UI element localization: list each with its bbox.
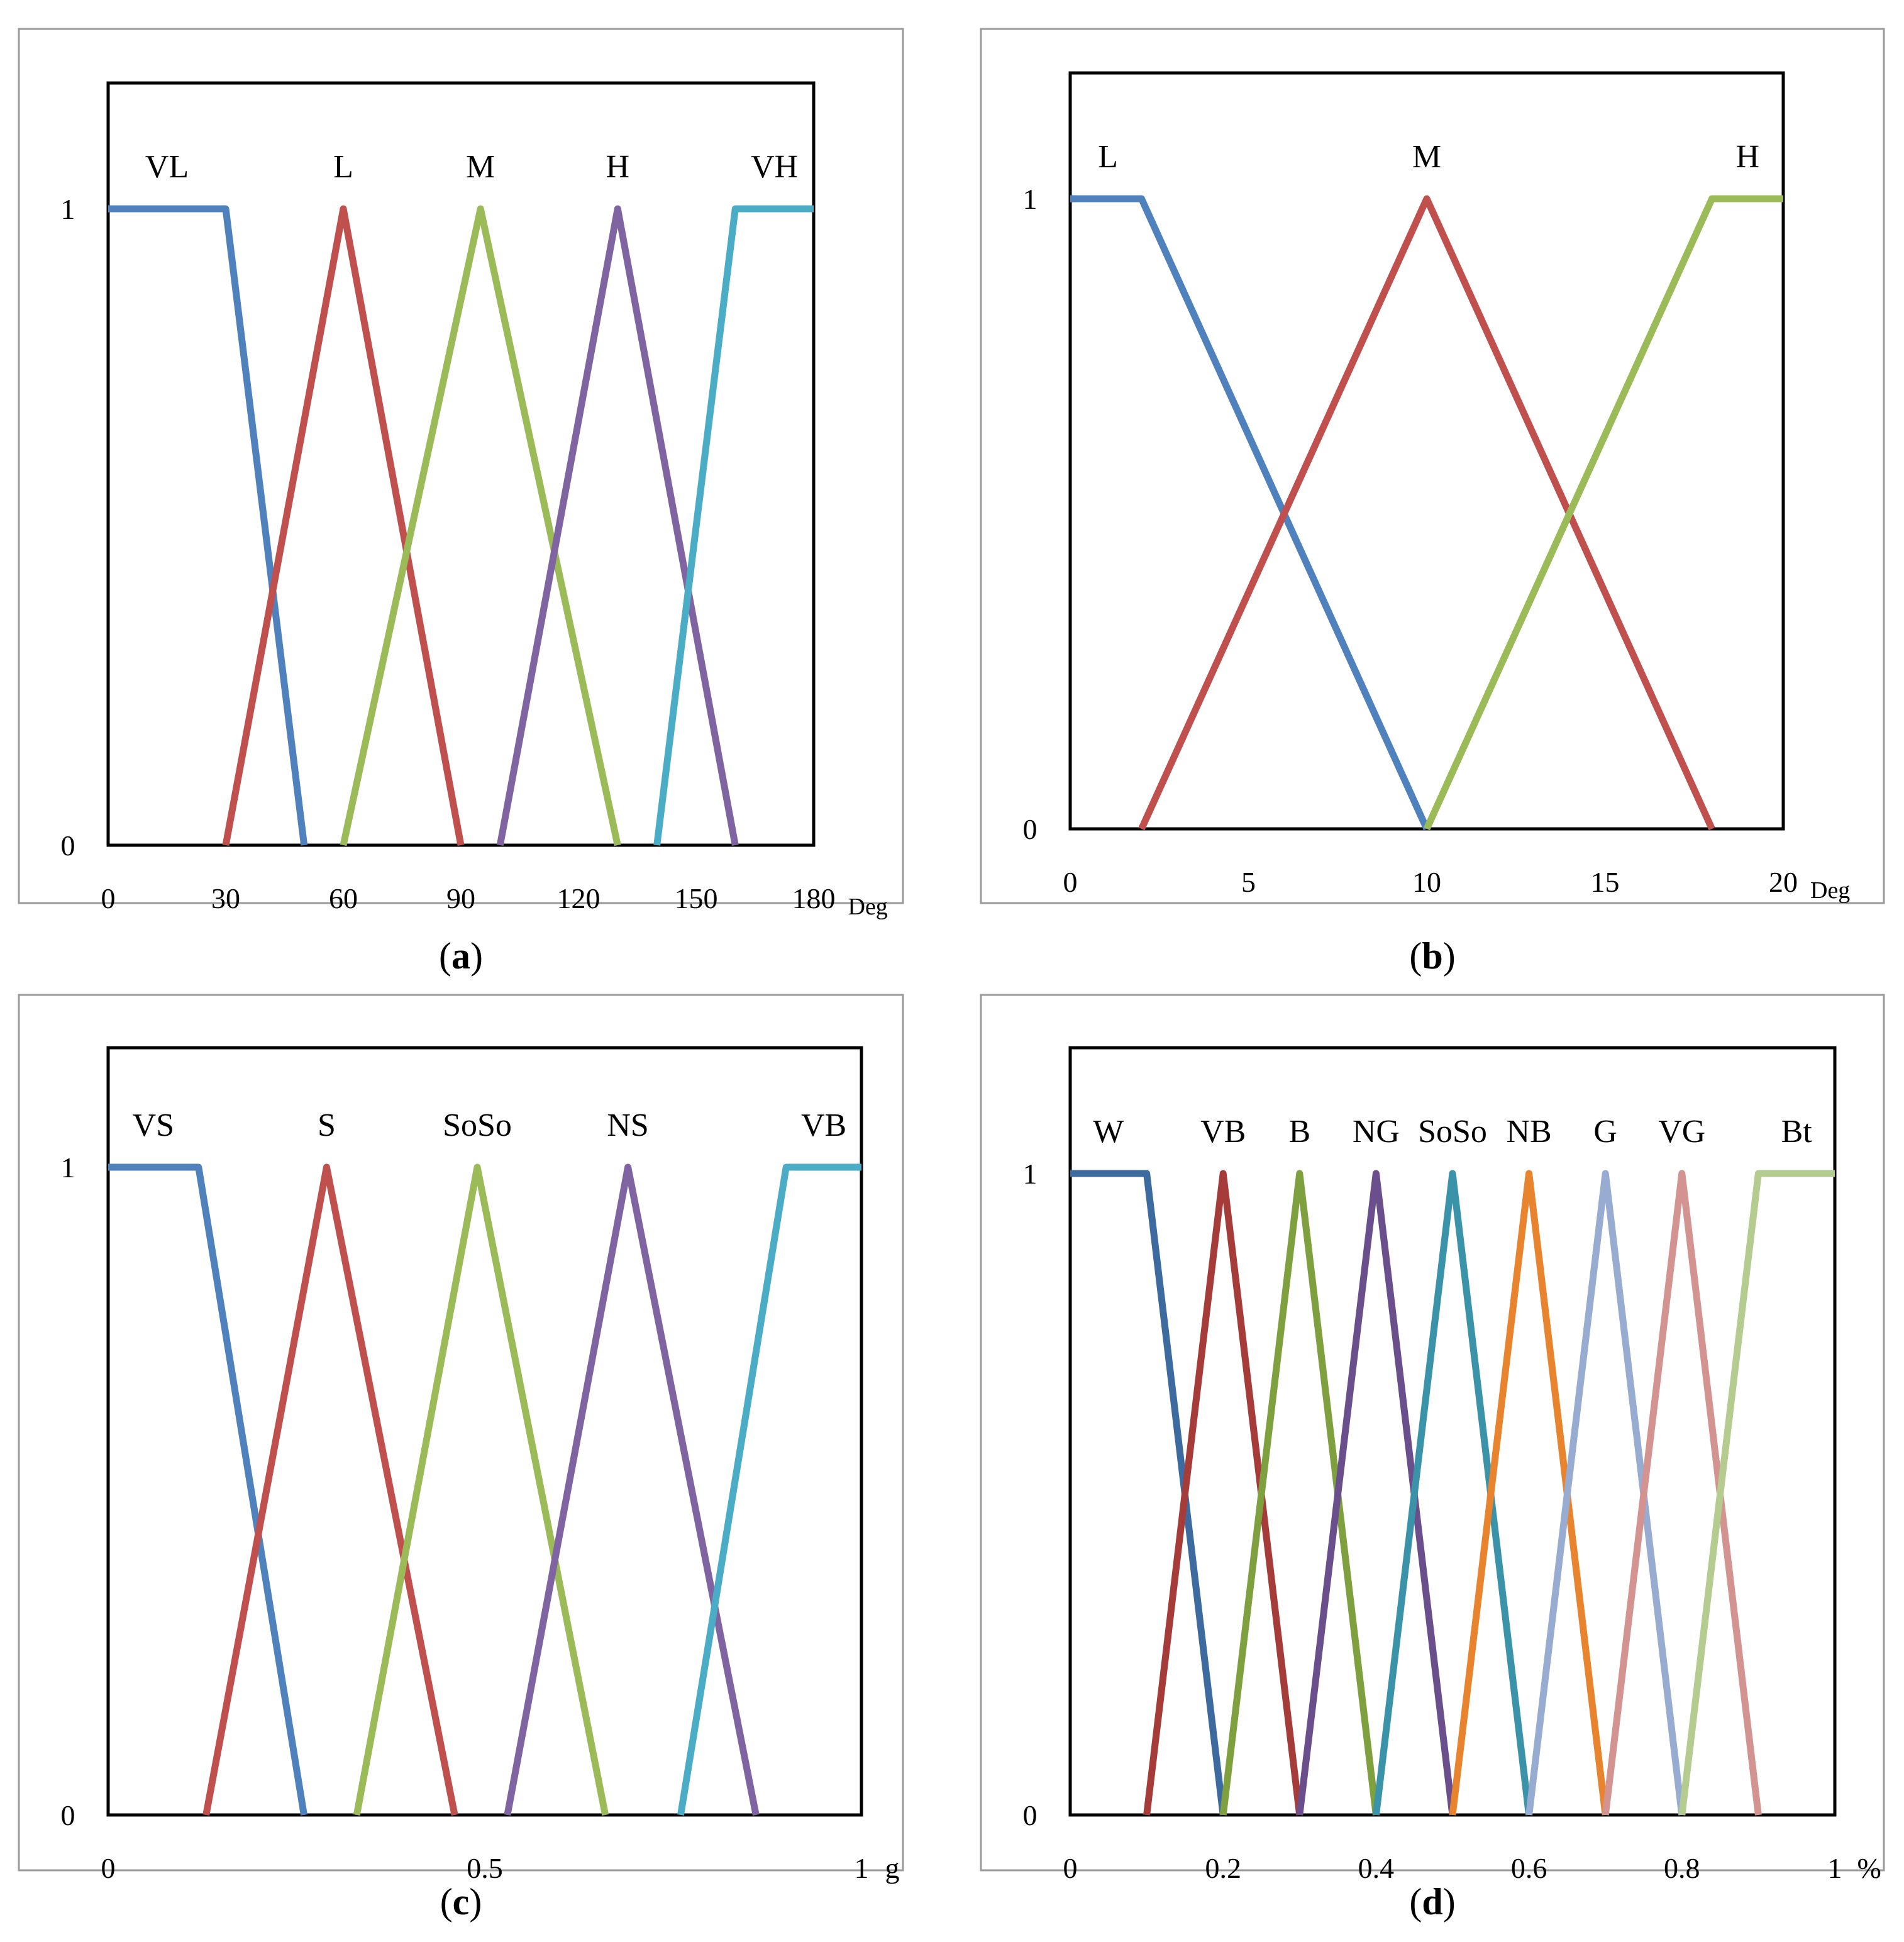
y-tick-label: 1: [61, 193, 75, 225]
series-line-nb: [1449, 1170, 1609, 1816]
series-label: H: [606, 149, 630, 185]
x-tick-label: 180: [792, 882, 836, 914]
series-label: VB: [1200, 1114, 1246, 1150]
series-line-m: [340, 205, 621, 846]
panel-caption: (c): [440, 1881, 482, 1923]
x-tick-label: 15: [1591, 866, 1620, 898]
x-tick-label: 0: [1063, 1852, 1078, 1884]
panel-frame: [980, 28, 1885, 904]
series-label: SoSo: [443, 1107, 512, 1143]
x-tick-label: 0.6: [1511, 1852, 1547, 1884]
panel-caption: (d): [1409, 1881, 1455, 1923]
series-label: VH: [751, 149, 798, 185]
series-label: L: [333, 149, 353, 185]
series-label: S: [318, 1107, 336, 1143]
panel-a: VL L M H VH 0 1 0 30 60 90 120 150 180 Deg (a): [18, 28, 904, 977]
panel-frame: [980, 994, 1885, 1872]
series-line-s: [202, 1163, 458, 1816]
x-tick-label: 60: [329, 882, 358, 914]
series-label: G: [1593, 1114, 1617, 1150]
x-tick-label: 0.4: [1358, 1852, 1395, 1884]
x-unit-label: Deg: [1810, 877, 1850, 904]
x-tick-label: 5: [1241, 866, 1256, 898]
series-line-vb: [677, 1163, 861, 1816]
series-label: NB: [1506, 1114, 1551, 1150]
series-label: M: [466, 149, 495, 185]
panel-d: W VB B NG SoSo NB G VG Bt 0 1 0 0.2 0.4 0.6 0.8 1 % (d): [980, 994, 1885, 1923]
series-label: NS: [607, 1107, 648, 1143]
series-line-g: [1525, 1170, 1686, 1816]
series-line-l: [222, 205, 465, 846]
series-line-vs: [108, 1163, 307, 1816]
series-line-ng: [1296, 1170, 1456, 1816]
series-label: B: [1288, 1114, 1310, 1150]
x-tick-label: 1: [1828, 1852, 1842, 1884]
series-label: VB: [801, 1107, 846, 1143]
x-tick-label: 90: [446, 882, 475, 914]
x-tick-label: 1: [855, 1852, 869, 1884]
series-label: VL: [145, 149, 189, 185]
series-label: W: [1093, 1114, 1124, 1150]
x-tick-label: 0: [101, 882, 116, 914]
series-label: NG: [1353, 1114, 1400, 1150]
y-tick-label: 1: [1023, 1158, 1038, 1190]
series-label: L: [1098, 139, 1118, 175]
series-line-m: [1138, 195, 1715, 831]
plot-area: [106, 1046, 863, 1817]
panel-frame: [18, 994, 904, 1872]
x-unit-label: Deg: [848, 894, 888, 920]
y-tick-label: 0: [1023, 1799, 1038, 1831]
x-unit-label: g: [885, 1852, 900, 1884]
series-line-h: [496, 205, 739, 846]
x-tick-label: 0.2: [1205, 1852, 1241, 1884]
x-tick-label: 120: [557, 882, 601, 914]
series-label: H: [1736, 139, 1760, 175]
x-tick-label: 0: [101, 1852, 116, 1884]
x-tick-label: 150: [675, 882, 718, 914]
series-label: M: [1412, 139, 1441, 175]
series-label: Bt: [1781, 1114, 1813, 1150]
panel-caption: (b): [1409, 935, 1455, 977]
series-line-soso: [353, 1163, 609, 1816]
series-line-vg: [1602, 1170, 1762, 1816]
x-tick-label: 0.5: [467, 1852, 503, 1884]
y-tick-label: 1: [1023, 183, 1038, 215]
panel-caption: (a): [439, 935, 483, 977]
series-label: VG: [1658, 1114, 1705, 1150]
series-line-l: [1070, 195, 1431, 831]
series-label: SoSo: [1418, 1114, 1487, 1150]
panel-frame: [18, 28, 904, 904]
x-tick-label: 20: [1769, 866, 1798, 898]
y-tick-label: 0: [61, 830, 75, 862]
series-line-h: [1423, 195, 1783, 831]
series-line-bt: [1678, 1170, 1835, 1816]
x-tick-label: 0.8: [1664, 1852, 1700, 1884]
x-tick-label: 30: [211, 882, 240, 914]
series-line-vh: [653, 205, 814, 846]
y-tick-label: 0: [61, 1799, 75, 1831]
series-line-soso: [1372, 1170, 1533, 1816]
x-tick-label: 0: [1063, 866, 1078, 898]
x-tick-label: 10: [1412, 866, 1441, 898]
series-line-w: [1070, 1170, 1227, 1816]
series-line-vb: [1143, 1170, 1303, 1816]
y-tick-label: 1: [61, 1151, 75, 1184]
y-tick-label: 0: [1023, 813, 1038, 845]
x-unit-label: %: [1857, 1852, 1881, 1884]
series-label: VS: [133, 1107, 174, 1143]
series-line-vl: [108, 205, 308, 846]
series-line-b: [1219, 1170, 1380, 1816]
